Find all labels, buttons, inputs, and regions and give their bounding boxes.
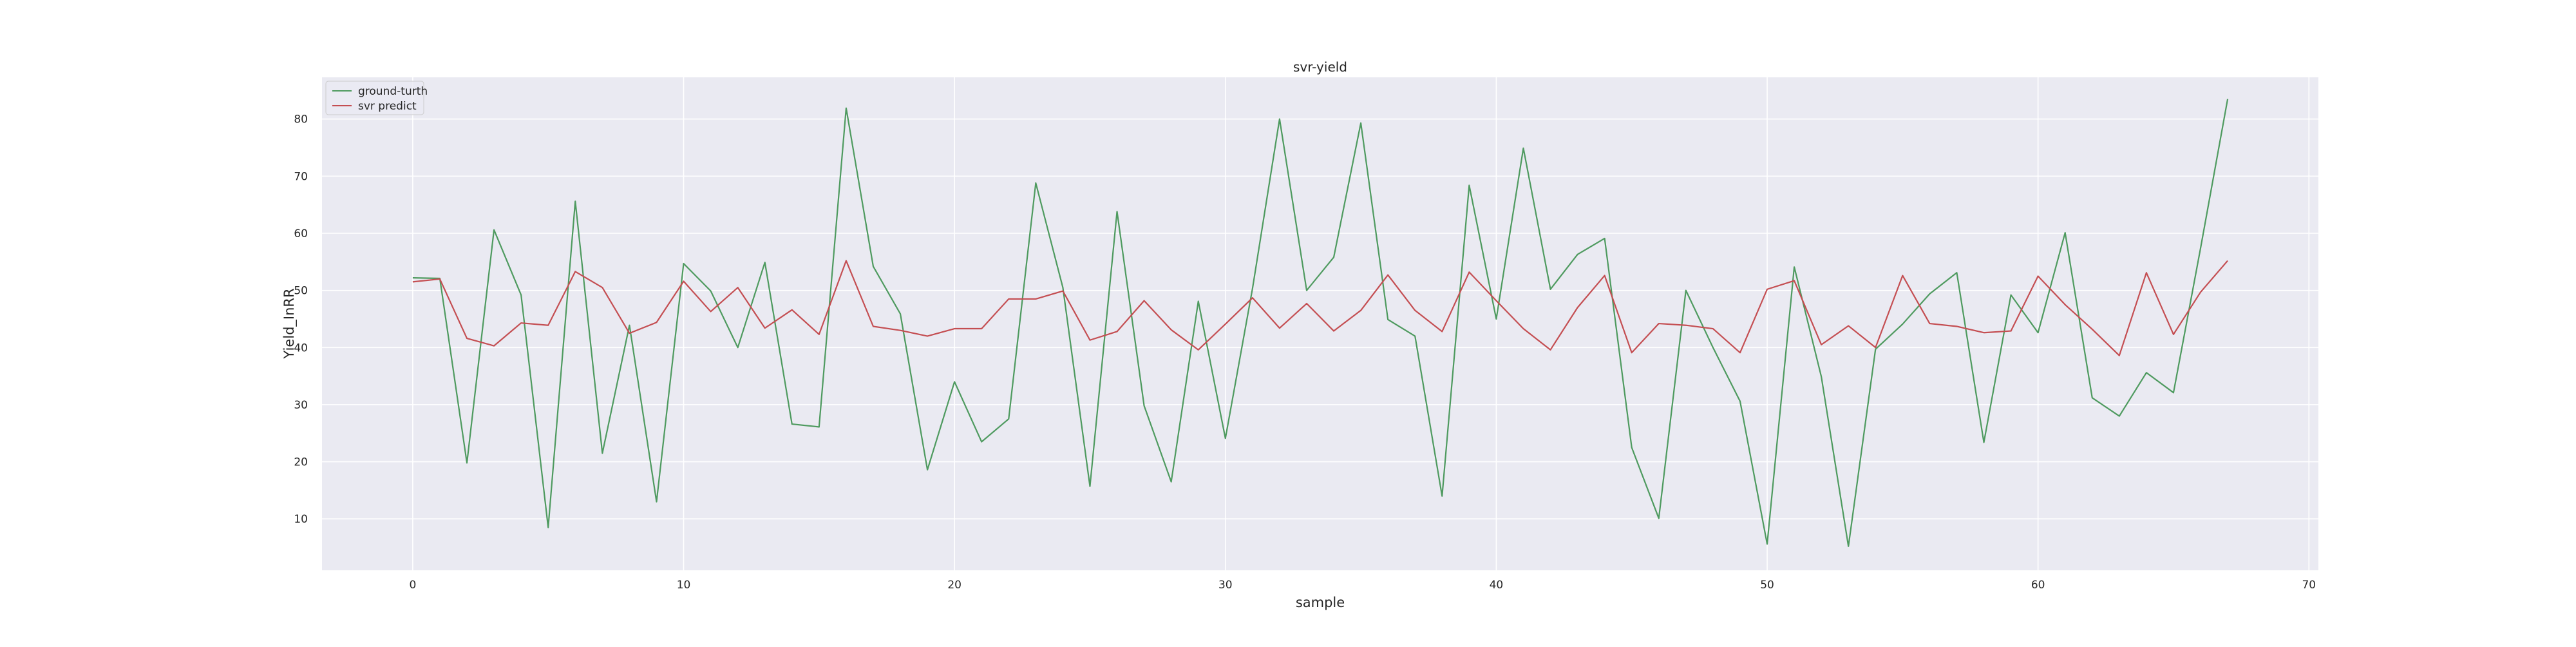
y-tick-label: 20 [294, 456, 308, 469]
y-tick-label: 10 [294, 513, 308, 526]
x-axis-label: sample [1296, 595, 1345, 610]
legend-label-svr-predict: svr predict [358, 100, 417, 113]
x-tick-label: 30 [1218, 579, 1233, 592]
y-tick-label: 40 [294, 342, 308, 354]
y-axis-label: Yield_InRR [281, 288, 298, 359]
y-tick-label: 30 [294, 399, 308, 412]
series-line-svr-predict [412, 260, 2228, 356]
x-tick-label: 0 [409, 579, 416, 592]
y-tick-label: 70 [294, 170, 308, 183]
x-tick-label: 10 [677, 579, 691, 592]
y-tick-label: 60 [294, 227, 308, 240]
legend-label-ground-turth: ground-turth [358, 85, 428, 98]
series-lines [412, 99, 2229, 547]
series-line-ground-turth [412, 99, 2229, 547]
x-tick-label: 70 [2302, 579, 2316, 592]
x-tick-label: 40 [1490, 579, 1504, 592]
tick-labels: 10 20 30 40 50 60 70 80 0 10 20 30 40 50 60 70 [294, 113, 2316, 592]
legend: ground-turth svr predict [325, 81, 428, 115]
y-tick-label: 80 [294, 113, 308, 126]
chart-title: svr-yield [1293, 59, 1347, 75]
x-tick-label: 60 [2031, 579, 2045, 592]
y-tick-label: 50 [294, 285, 308, 298]
x-tick-label: 50 [1760, 579, 1774, 592]
x-tick-label: 20 [947, 579, 961, 592]
plot-area-background [322, 77, 2318, 570]
grid-lines [322, 77, 2318, 570]
